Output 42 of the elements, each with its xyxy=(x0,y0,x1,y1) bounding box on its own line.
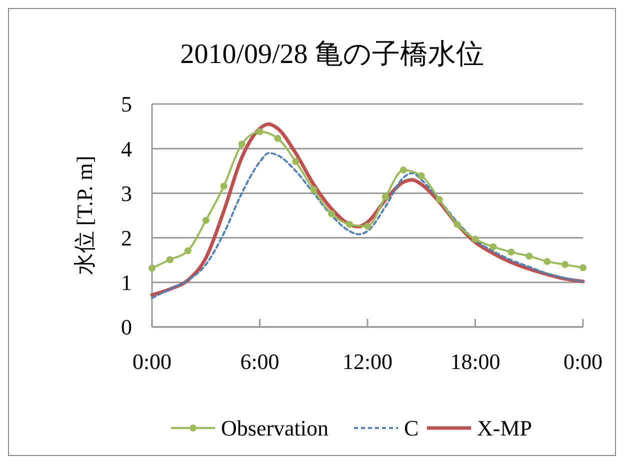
point xyxy=(202,216,210,224)
point xyxy=(346,220,354,228)
point xyxy=(166,256,174,264)
y-axis-title: 水位 [T.P. m] xyxy=(72,156,97,276)
point xyxy=(508,248,515,256)
point xyxy=(544,258,551,265)
x-tick-label: 6:00 xyxy=(240,349,280,374)
x-tick-label: 0:00 xyxy=(563,349,603,374)
point xyxy=(580,264,586,272)
y-tick-label: 1 xyxy=(121,270,132,296)
x-tick-label: 0:00 xyxy=(132,349,172,374)
point xyxy=(454,220,461,228)
point xyxy=(148,264,156,272)
point xyxy=(238,140,246,148)
legend-label: Observation xyxy=(221,416,329,441)
point xyxy=(400,166,407,174)
point xyxy=(256,128,264,136)
y-tick-label: 3 xyxy=(121,180,132,206)
point xyxy=(184,247,192,254)
point xyxy=(310,186,318,194)
point xyxy=(418,172,425,180)
point xyxy=(364,222,371,230)
y-tick-label: 4 xyxy=(121,136,132,162)
point xyxy=(436,196,443,203)
x-tick-label: 18:00 xyxy=(450,349,500,374)
line-series xyxy=(151,152,584,300)
legend-label: C xyxy=(404,416,419,441)
point xyxy=(220,182,228,190)
point xyxy=(292,158,300,166)
y-tick-label: 0 xyxy=(121,314,132,340)
x-tick-label: 12:00 xyxy=(342,349,393,374)
y-tick-label: 5 xyxy=(121,92,132,117)
point xyxy=(274,134,282,142)
legend-label: X-MP xyxy=(477,416,532,441)
point xyxy=(472,236,479,243)
point xyxy=(382,193,389,200)
point xyxy=(490,243,497,250)
point xyxy=(526,252,533,260)
point xyxy=(562,261,569,268)
point xyxy=(328,210,336,218)
chart-title: 2010/09/28 亀の子橋水位 xyxy=(180,39,484,70)
y-tick-label: 2 xyxy=(121,226,132,250)
